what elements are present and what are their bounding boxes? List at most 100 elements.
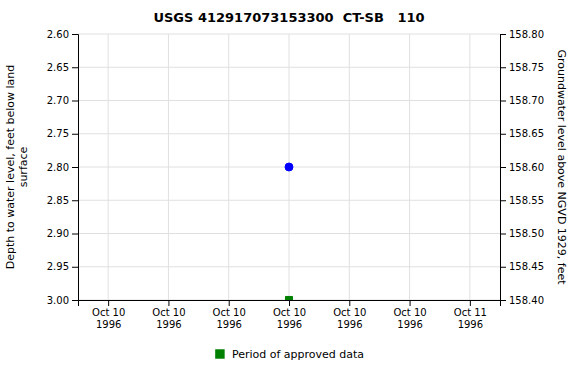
tick-mark (500, 200, 506, 201)
tick: 158.45 (500, 261, 544, 272)
tick-mark (500, 101, 506, 102)
tick: 3.00 (47, 295, 78, 306)
tick-label: 2.65 (47, 62, 69, 73)
tick-label: 2.90 (47, 228, 69, 239)
tick-label-line: 1996 (458, 319, 483, 330)
tick-mark (289, 300, 290, 306)
tick-label: 158.70 (509, 95, 544, 106)
tick-label: 158.75 (509, 62, 544, 73)
tick-label: 158.60 (509, 162, 544, 173)
y-axis: 2.602.652.702.752.802.852.902.953.00 (47, 29, 79, 306)
tick-mark (72, 267, 78, 268)
tick-mark (500, 167, 506, 168)
tick-label: Oct 111996 (454, 307, 487, 330)
title: USGS 412917073153300 CT-SB 110 (153, 10, 424, 25)
tick-label: 2.70 (47, 95, 69, 106)
tick-label: 158.65 (509, 128, 544, 139)
axis-title-line: Groundwater level above NGVD 1929, feet (555, 49, 568, 285)
tick-mark (168, 300, 169, 306)
tick-mark (72, 67, 78, 68)
axis-title-line: Depth to water level, feet below land (4, 65, 17, 270)
tick: Oct 101996 (393, 300, 426, 330)
grid-line (469, 34, 470, 300)
tick-label: Oct 101996 (333, 307, 366, 330)
tick-mark (500, 300, 506, 301)
tick-label: Oct 101996 (393, 307, 426, 330)
grid-line (228, 34, 229, 300)
tick-label: 2.95 (47, 261, 69, 272)
tick: 2.75 (47, 128, 78, 139)
tick-label: 158.50 (509, 228, 544, 239)
tick: 158.80 (500, 29, 544, 40)
tick: 158.50 (500, 228, 544, 239)
tick-label-line: Oct 10 (92, 307, 125, 318)
grid-line (168, 34, 169, 300)
axis-line (501, 35, 507, 301)
tick-label: 158.55 (509, 195, 544, 206)
x-axis: Oct 101996Oct 101996Oct 101996Oct 101996… (79, 300, 501, 330)
tick-label: Oct 101996 (92, 307, 125, 330)
tick-label-line: 1996 (96, 319, 121, 330)
legend-label: Period of approved data (232, 348, 364, 361)
tick: 158.75 (500, 62, 544, 73)
tick-label: 2.75 (47, 128, 69, 139)
tick-mark (500, 267, 506, 268)
tick-label-line: 1996 (337, 319, 362, 330)
tick: 2.70 (47, 95, 78, 106)
axis-line (72, 35, 79, 301)
tick: 2.95 (47, 261, 78, 272)
tick-mark (470, 300, 471, 306)
axis-title-line: surface (17, 146, 30, 187)
tick-mark (349, 300, 350, 306)
chart-container: Oct 101996Oct 101996Oct 101996Oct 101996… (0, 0, 576, 384)
tick: 158.40 (500, 295, 544, 306)
tick-label: 2.60 (47, 29, 69, 40)
tick-label-line: Oct 10 (393, 307, 426, 318)
tick-label: Oct 101996 (273, 307, 306, 330)
tick-mark (500, 67, 506, 68)
grid-line (409, 34, 410, 300)
tick-label: 3.00 (47, 295, 69, 306)
chart: Oct 101996Oct 101996Oct 101996Oct 101996… (0, 0, 576, 384)
tick-label-line: Oct 10 (273, 307, 306, 318)
tick-label-line: 1996 (156, 319, 181, 330)
tick-mark (500, 234, 506, 235)
tick-label-line: Oct 10 (333, 307, 366, 318)
marks (285, 163, 293, 300)
tick-mark (72, 300, 78, 301)
axis-title: Groundwater level above NGVD 1929, feet (555, 49, 568, 285)
tick: Oct 101996 (333, 300, 366, 330)
tick-label-line: 1996 (277, 319, 302, 330)
tick-label-line: 1996 (397, 319, 422, 330)
axis-line (79, 301, 501, 307)
tick-label-line: 1996 (216, 319, 241, 330)
tick: Oct 101996 (152, 300, 185, 330)
tick-label: 158.40 (509, 295, 544, 306)
legend-swatch (215, 349, 224, 358)
point (285, 296, 292, 300)
tick-label-line: Oct 10 (213, 307, 246, 318)
legend: Period of approved data (215, 348, 364, 361)
tick: Oct 111996 (454, 300, 487, 330)
tick-mark (72, 234, 78, 235)
tick: 158.70 (500, 95, 544, 106)
legend-item: Period of approved data (215, 348, 364, 361)
tick-mark (500, 34, 506, 35)
tick: 2.60 (47, 29, 78, 40)
tick: 2.80 (47, 162, 78, 173)
tick: Oct 101996 (213, 300, 246, 330)
plot: Oct 101996Oct 101996Oct 101996Oct 101996… (4, 29, 568, 330)
tick-mark (500, 134, 506, 135)
tick: 2.65 (47, 62, 78, 73)
tick: Oct 101996 (92, 300, 125, 330)
tick: 158.55 (500, 195, 544, 206)
grid (78, 34, 500, 300)
y2-axis: 158.80 158.75 158.70 158.65 158.60 158.55 158.… (500, 29, 544, 306)
tick-mark (108, 300, 109, 306)
tick-mark (229, 300, 230, 306)
tick-mark (72, 200, 78, 201)
tick: 158.60 (500, 162, 544, 173)
tick-label: 158.45 (509, 261, 544, 272)
tick-mark (72, 167, 78, 168)
grid-line (349, 34, 350, 300)
